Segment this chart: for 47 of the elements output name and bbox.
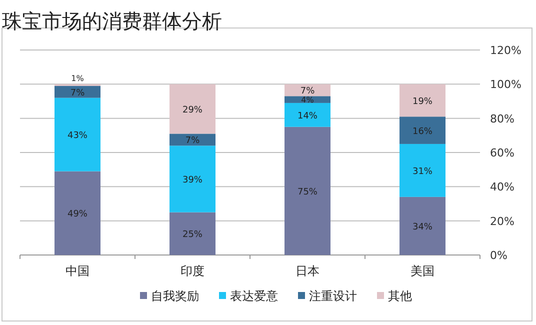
bar: [400, 116, 446, 144]
data-label: 43%: [67, 131, 88, 142]
bar: [284, 102, 330, 127]
bar: [170, 212, 216, 255]
data-label: 7%: [300, 86, 316, 97]
x-tick-label: 日本: [296, 264, 320, 278]
y-tick-label: 100%: [490, 78, 522, 92]
y-tick-label: 120%: [490, 44, 522, 57]
data-label: 16%: [412, 126, 433, 137]
data-label: 4%: [301, 95, 314, 104]
data-label: 14%: [297, 111, 318, 122]
bar: [400, 144, 446, 197]
bar: [170, 146, 216, 212]
legend-label: 表达爱意: [230, 289, 278, 303]
bar: [54, 98, 100, 172]
data-label: 31%: [412, 166, 433, 177]
chart-title: 珠宝市场的消费群体分析: [2, 9, 222, 33]
legend-label: 注重设计: [309, 289, 357, 303]
data-label: 7%: [70, 88, 86, 98]
bar: [54, 86, 100, 98]
legend-label: 自我奖励: [151, 289, 199, 303]
legend-label: 其他: [388, 289, 412, 303]
bar: [170, 134, 216, 146]
bar: [54, 171, 100, 255]
data-label: 25%: [182, 230, 203, 240]
data-label: 75%: [297, 187, 318, 198]
bar: [400, 196, 446, 255]
y-tick-label: 80%: [490, 112, 514, 126]
bar: [284, 96, 330, 103]
data-label: 49%: [67, 210, 88, 220]
x-tick-label: 中国: [66, 264, 90, 278]
data-label: 19%: [412, 96, 433, 107]
bar: [400, 84, 446, 117]
data-label: 29%: [182, 105, 203, 116]
bar: [170, 84, 216, 134]
y-tick-label: 60%: [490, 146, 514, 160]
x-tick-label: 印度: [180, 264, 204, 278]
bar: [284, 126, 330, 255]
data-label: 34%: [412, 222, 433, 232]
y-tick-label: 40%: [490, 180, 514, 194]
data-label: 7%: [185, 136, 200, 146]
bar: [284, 84, 330, 96]
y-tick-label: 0%: [490, 249, 508, 262]
data-label: 1%: [71, 74, 84, 84]
x-tick-label: 美国: [410, 264, 434, 278]
data-label: 39%: [182, 175, 203, 186]
y-tick-label: 20%: [490, 214, 514, 228]
